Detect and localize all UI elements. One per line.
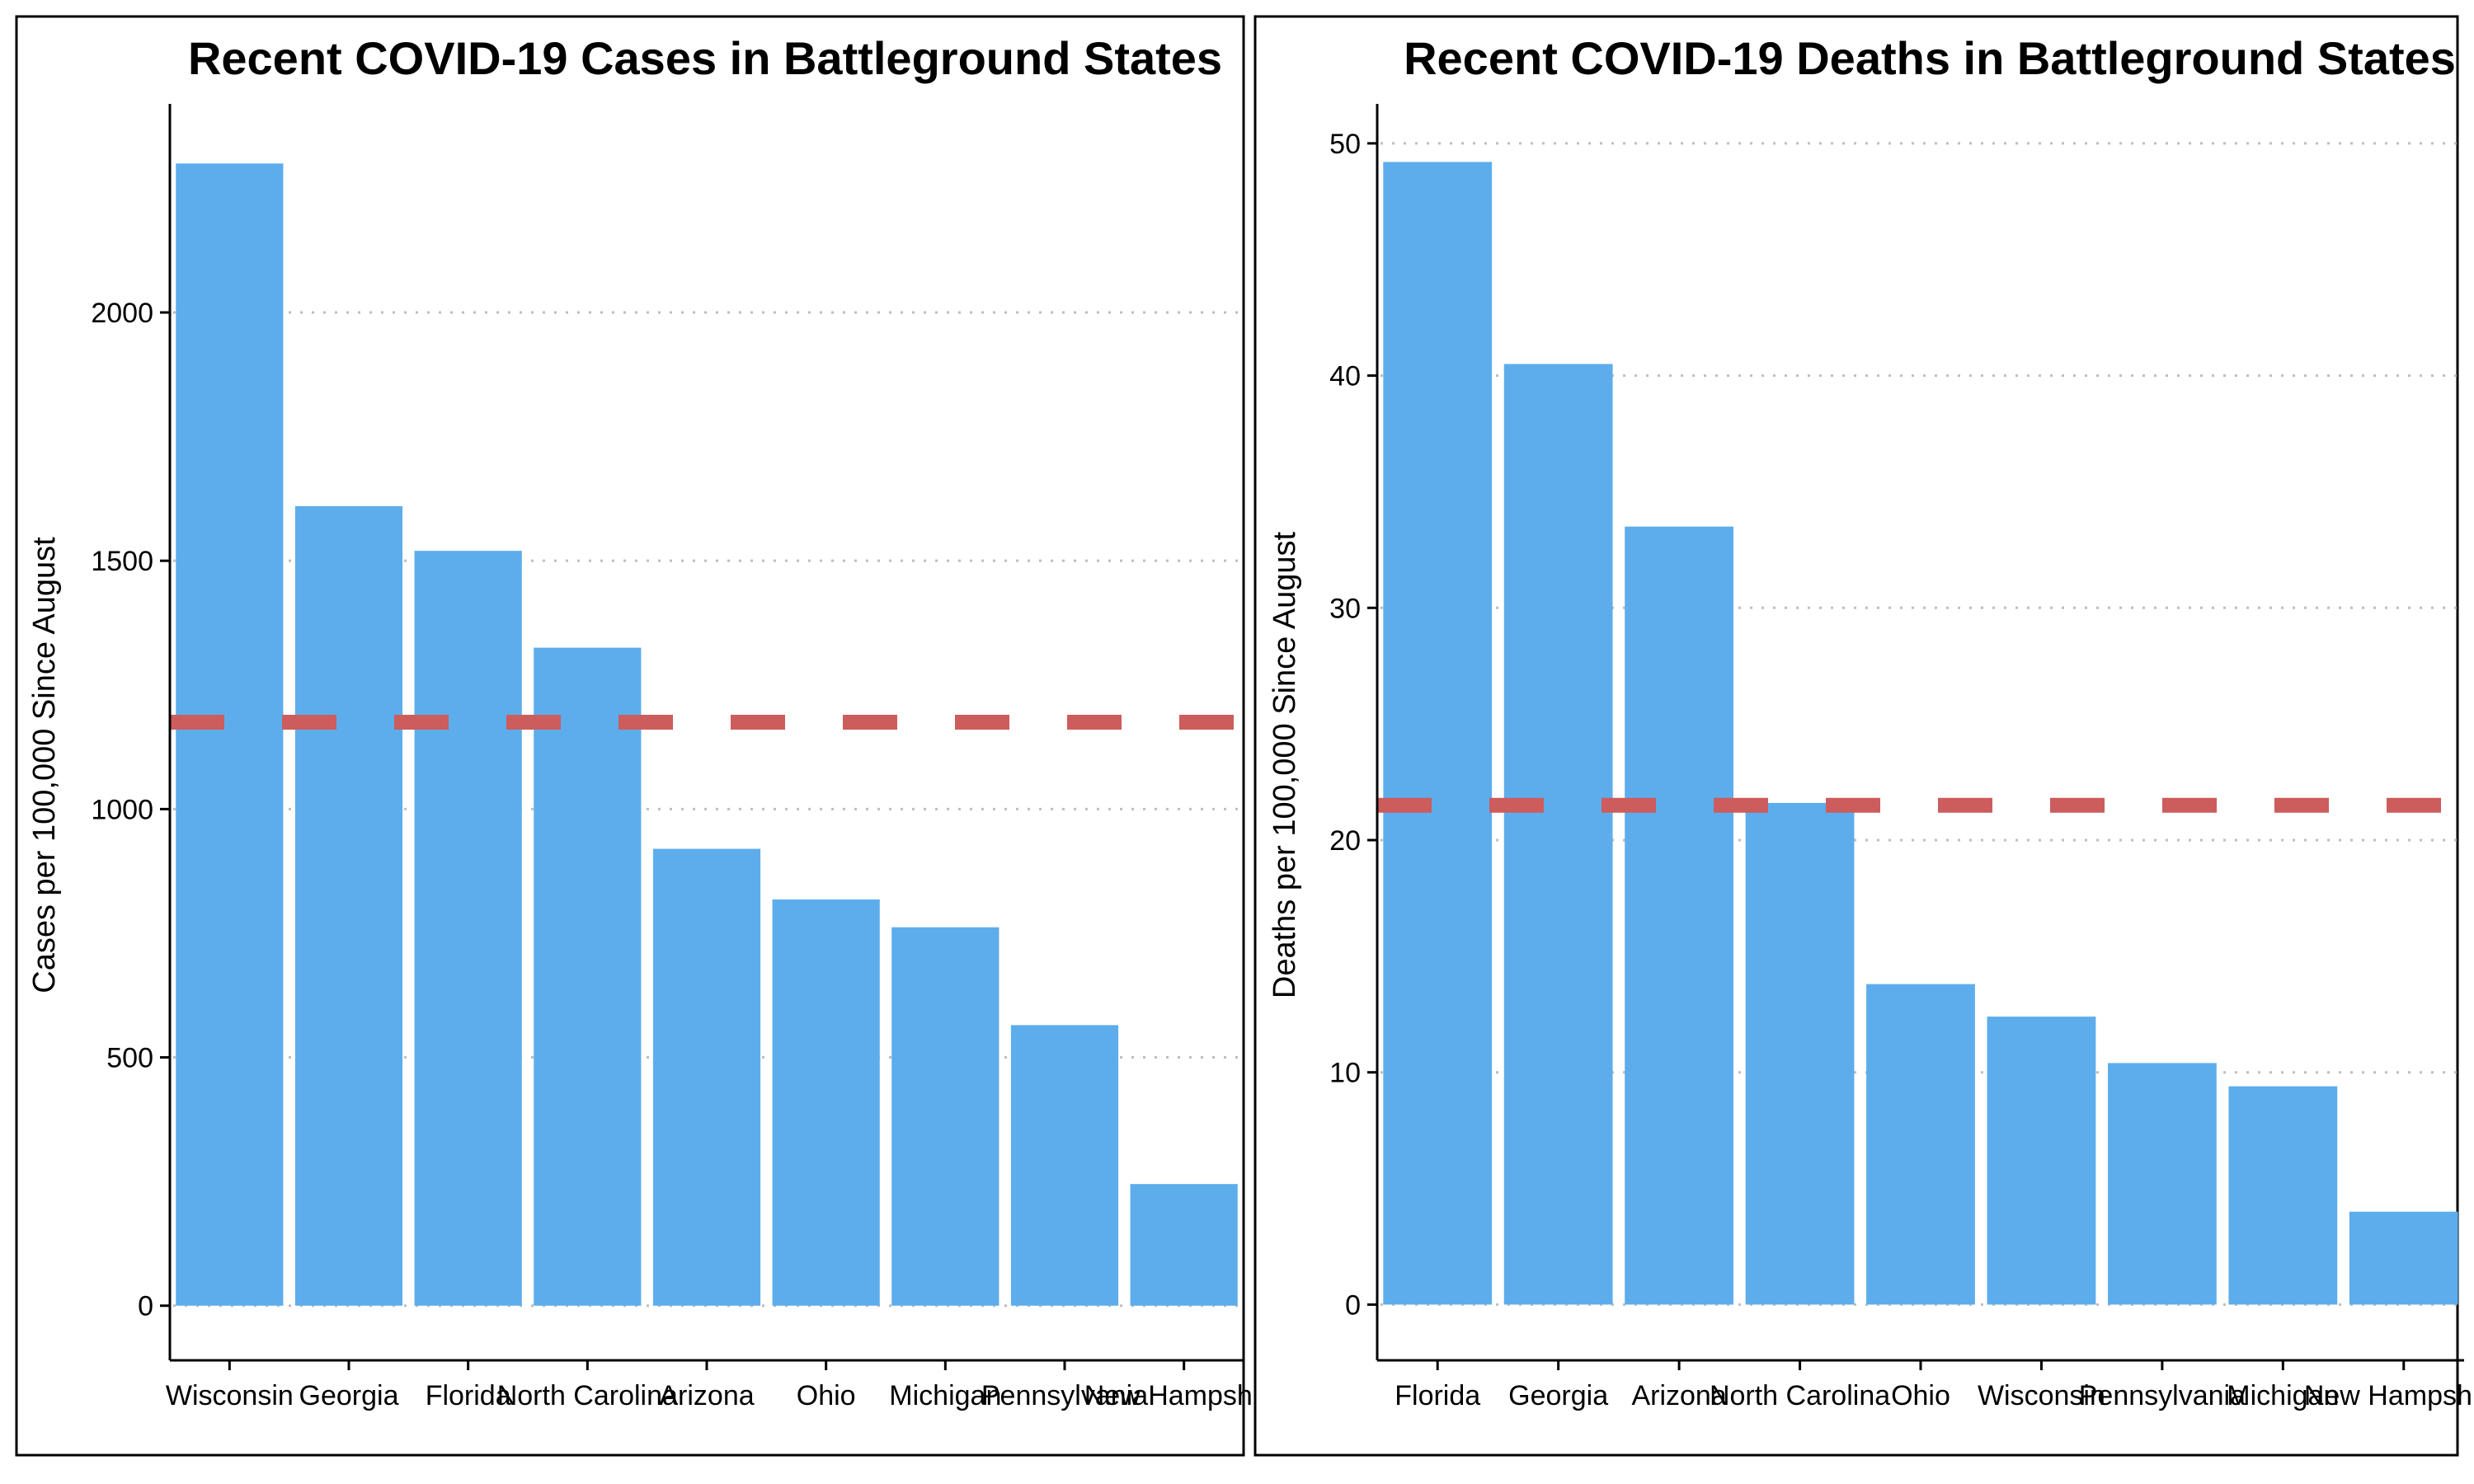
cases-x-tick-label-georgia: Georgia [299,1380,399,1411]
cases-bar-florida [414,551,522,1306]
deaths-x-tick-label-georgia: Georgia [1508,1380,1608,1411]
cases-x-tick-label-michigan: Michigan [889,1380,1001,1411]
deaths-panel-border [1253,15,2459,1457]
cases-x-tick-label-new-hampshire: New Hampshire [1084,1380,1253,1411]
deaths-chart-title: Recent COVID-19 Deaths in Battleground S… [1404,32,2456,84]
cases-bar-michigan [891,927,999,1306]
cases-chart-panel: 0 500 1000 1500 2000 Wisconsin Georgia Florida N… [15,15,1253,1457]
deaths-y-tick-label-10: 10 [1329,1058,1361,1089]
cases-bar-wisconsin [176,163,284,1306]
deaths-x-tick-label-michigan: Michigan [2227,1380,2339,1411]
deaths-bar-north-carolina [1745,802,1855,1305]
deaths-bar-georgia [1503,364,1613,1305]
deaths-bar-arizona [1625,526,1734,1305]
deaths-bar-florida [1383,162,1493,1305]
deaths-x-tick-label-north-carolina: North Carolina [1710,1380,1890,1411]
cases-bar-new-hampshire [1130,1184,1238,1306]
deaths-bar-wisconsin [1987,1017,2096,1305]
cases-bar-north-carolina [534,647,642,1306]
deaths-chart-panel: 0 10 20 30 40 50 Florida Georgia Arizona North Ca… [1253,0,2474,1484]
cases-panel-border [15,15,1245,1457]
deaths-y-tick-label-40: 40 [1329,361,1361,392]
cases-chart-title: Recent COVID-19 Cases in Battleground St… [188,32,1222,84]
deaths-x-tick-label-florida: Florida [1395,1380,1480,1411]
cases-bar-ohio [772,899,880,1306]
cases-y-axis-label: Cases per 100,000 Since August [27,537,62,993]
cases-bar-georgia [294,505,403,1306]
cases-x-tick-label-arizona: Arizona [659,1380,754,1411]
deaths-bar-pennsylvania [2107,1063,2217,1305]
deaths-y-tick-label-20: 20 [1329,825,1361,857]
deaths-x-tick-label-wisconsin: Wisconsin [1978,1380,2105,1411]
cases-y-tick-label-1500: 1500 [91,546,153,577]
cases-x-tick-label-ohio: Ohio [797,1380,856,1411]
cases-x-tick-label-wisconsin: Wisconsin [166,1380,294,1411]
deaths-bar-ohio [1866,984,1975,1305]
cases-bar-pennsylvania [1010,1025,1119,1306]
deaths-x-tick-label-new-hampshire: New Hampshire [2304,1380,2474,1411]
cases-x-tick-label-pennsylvania: Pennsylvania [981,1380,1148,1411]
cases-y-tick-label-500: 500 [106,1043,153,1074]
deaths-y-tick-label-30: 30 [1329,593,1361,624]
deaths-bar-michigan [2228,1086,2338,1305]
cases-y-tick-label-0: 0 [138,1291,153,1322]
deaths-y-axis-label: Deaths per 100,000 Since August [1268,531,1302,998]
cases-x-tick-label-north-carolina: North Carolina [497,1380,678,1411]
deaths-x-tick-label-arizona: Arizona [1631,1380,1726,1411]
deaths-x-tick-label-pennsylvania: Pennsylvania [2079,1380,2246,1411]
cases-bar-arizona [652,848,761,1306]
deaths-y-tick-label-50: 50 [1329,129,1361,160]
cases-y-tick-label-2000: 2000 [91,298,153,329]
cases-x-tick-label-florida: Florida [426,1380,511,1411]
deaths-bar-new-hampshire [2349,1211,2458,1305]
cases-y-tick-label-1000: 1000 [91,794,153,825]
deaths-x-tick-label-ohio: Ohio [1891,1380,1950,1411]
deaths-y-tick-label-0: 0 [1345,1289,1361,1321]
